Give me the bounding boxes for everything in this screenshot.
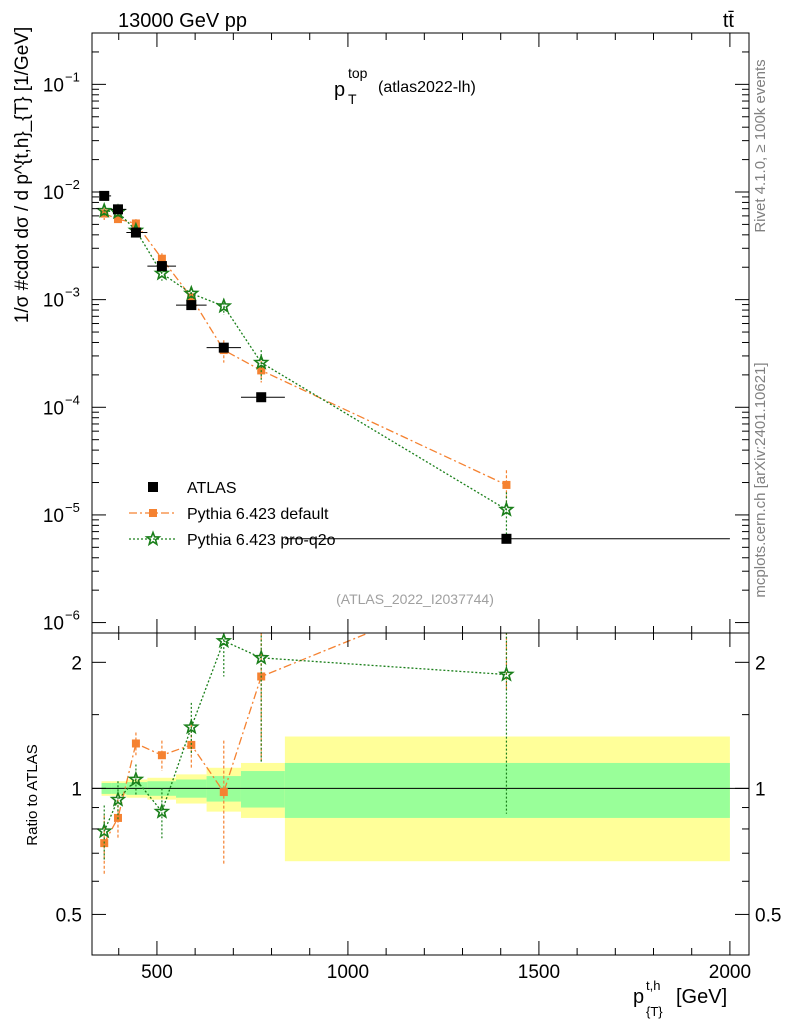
series-default-point — [502, 480, 511, 489]
ratio-default-line — [103, 633, 371, 844]
plot-title-extra: (atlas2022-lh) — [378, 79, 476, 96]
ratio-proq2o-point — [95, 822, 113, 839]
ratio-ylabel: Ratio to ATLAS — [24, 744, 41, 845]
x-axis: 500 1000 1500 2000 — [118, 633, 751, 983]
y-tick-exponent: −4 — [65, 392, 80, 407]
legend-proq2o-marker — [144, 530, 162, 547]
ratio-default-point — [187, 740, 196, 749]
ratio-tick-label-right: 2 — [755, 653, 766, 674]
main-ylabel: 1/σ #cdot dσ / d p^{t,h}_{T} [1/GeV] — [12, 27, 33, 323]
side-label-mcplots: mcplots.cern.ch [arXiv:2401.10621] — [752, 362, 769, 597]
legend-label: Pythia 6.423 pro-q2o — [187, 532, 336, 549]
x-axis-label-unit: [GeV] — [676, 986, 727, 1008]
main-y-axis: 10−110−210−310−410−510−6 — [43, 51, 749, 635]
ratio-proq2o-point — [215, 633, 233, 649]
ratio-series — [95, 573, 515, 876]
ratio-default-point — [131, 739, 140, 748]
series-default-point — [113, 215, 122, 224]
series-proq2o-line — [104, 210, 507, 511]
series-proq2o-point — [252, 353, 270, 370]
y-tick-exponent: −5 — [65, 500, 80, 515]
energy-label: 13000 GeV pp — [118, 10, 247, 32]
side-label-rivet: Rivet 4.1.0, ≥ 100k events — [752, 59, 769, 232]
series-proq2o-point — [215, 297, 233, 314]
series-atlas-point — [112, 204, 123, 215]
y-tick-label: 10 — [43, 291, 64, 312]
process-label: tt̄ — [723, 10, 735, 32]
plot-title: p — [334, 79, 345, 101]
series-atlas-point — [156, 261, 167, 272]
ratio-proq2o-point — [252, 649, 270, 665]
series-atlas-point — [99, 190, 110, 201]
series-proq2o-point — [498, 500, 515, 517]
x-tick-label: 1000 — [327, 962, 369, 983]
band-inner — [284, 762, 730, 818]
plot-title-sub: T — [348, 91, 357, 107]
ratio-tick-label-left: 0.5 — [56, 905, 82, 926]
ratio-default-point — [502, 573, 510, 581]
x-tick-label: 2000 — [709, 962, 751, 983]
series-proq2o-point — [182, 284, 200, 301]
y-tick-label: 10 — [43, 506, 64, 527]
ratio-proq2o-point — [182, 718, 200, 735]
y-tick-exponent: −3 — [65, 285, 80, 300]
series-proq2o-point — [153, 264, 171, 281]
x-axis-label-sup: t,h — [646, 978, 660, 993]
x-tick-label: 500 — [141, 962, 173, 983]
ratio-proq2o-point — [498, 665, 515, 682]
series-proq2o-point — [95, 201, 113, 218]
series-atlas-point — [256, 392, 267, 403]
y-tick-label: 10 — [43, 183, 64, 204]
ratio-proq2o-point — [153, 802, 171, 819]
ratio-default-point — [157, 751, 166, 760]
ratio-tick-label-right: 1 — [755, 779, 766, 800]
legend-label: ATLAS — [187, 480, 237, 497]
band-inner — [240, 771, 285, 808]
series-default-line — [103, 212, 507, 486]
x-tick-label: 1500 — [518, 962, 560, 983]
y-tick-exponent: −2 — [65, 177, 80, 192]
ratio-proq2o-point — [109, 790, 127, 807]
ratio-frame — [91, 632, 750, 956]
series-atlas-point — [186, 300, 197, 311]
legend-default-marker — [149, 509, 157, 517]
main-plot: 10−110−210−310−410−510−6 — [43, 32, 750, 635]
series-atlas-point — [218, 342, 229, 353]
series-atlas-point — [501, 533, 512, 544]
y-tick-label: 10 — [43, 398, 64, 419]
ratio-proq2o-point — [127, 770, 145, 787]
x-axis-label: p — [633, 986, 644, 1008]
ratio-tick-label-left: 1 — [71, 779, 82, 800]
y-tick-exponent: −6 — [65, 608, 80, 623]
ratio-bands — [101, 736, 730, 862]
y-tick-exponent: −1 — [65, 69, 80, 84]
ratio-y-axis: 2 2 1 1 0.5 0.5 — [56, 653, 782, 926]
y-tick-label: 10 — [43, 75, 64, 96]
series-atlas-point — [130, 227, 141, 238]
plot-title-main: p — [334, 79, 345, 101]
legend-label: Pythia 6.423 default — [187, 506, 329, 523]
main-series — [95, 190, 730, 544]
ratio-default-point — [219, 788, 228, 797]
plot-title-sup: top — [348, 65, 368, 81]
legend-atlas-marker — [148, 482, 158, 492]
ratio-tick-label-right: 0.5 — [755, 905, 781, 926]
legend: ATLAS Pythia 6.423 default Pythia 6.423 pr… — [129, 480, 336, 549]
ratio-plot: 2 2 1 1 0.5 0.5 500 1000 1500 2000 — [56, 573, 782, 983]
x-axis-label-sub: {T} — [646, 1004, 663, 1019]
ratio-tick-label-left: 2 — [71, 653, 82, 674]
y-tick-label: 10 — [43, 614, 64, 635]
series-default-point — [157, 254, 166, 263]
watermark: (ATLAS_2022_I2037744) — [336, 591, 494, 607]
